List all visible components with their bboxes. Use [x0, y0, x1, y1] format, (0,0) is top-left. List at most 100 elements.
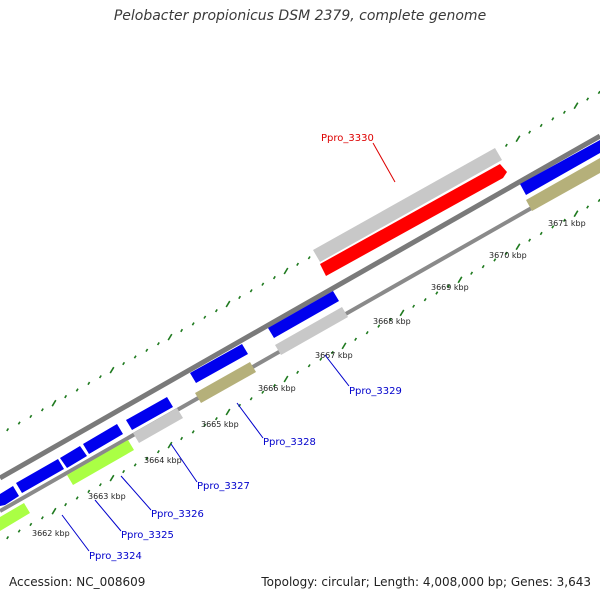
scale-tick: [6, 535, 10, 540]
scale-tick: [225, 408, 231, 416]
gene-gray-bar[interactable]: [133, 408, 183, 443]
outer-tick-row: [6, 90, 600, 432]
scale-tick: [515, 243, 521, 251]
gene-lime-bar[interactable]: [67, 440, 134, 485]
gene-blue-arrow[interactable]: [60, 446, 87, 468]
gene-blue-arrow[interactable]: [0, 486, 19, 506]
gene-label[interactable]: Ppro_3326: [151, 509, 204, 520]
scale-tick: [29, 414, 33, 419]
kbp-label: 3671 kbp: [548, 219, 586, 228]
scale-tick: [51, 399, 57, 407]
gene-blue-arrow[interactable]: [268, 291, 339, 338]
scale-tick: [98, 375, 102, 379]
scale-tick: [145, 456, 149, 461]
gene-label-leader: [170, 443, 198, 483]
gene-blue-arrow[interactable]: [190, 344, 248, 383]
map-title: Pelobacter propionicus DSM 2379, complet…: [113, 8, 487, 24]
scale-tick: [261, 390, 265, 394]
gene-label-leader: [94, 499, 122, 532]
gene-lime-bar[interactable]: [0, 503, 30, 531]
scale-tick: [504, 251, 508, 256]
scale-tick: [17, 421, 21, 425]
scale-tick: [272, 383, 276, 388]
gene-label[interactable]: Ppro_3328: [263, 437, 316, 448]
gene-blue-arrow[interactable]: [16, 459, 64, 493]
scale-tick: [504, 143, 508, 148]
gene-label[interactable]: Ppro_3329: [349, 386, 402, 397]
scale-tick: [307, 364, 311, 368]
scale-tick: [225, 300, 231, 308]
scale-tick: [481, 264, 485, 269]
genome-summary-text: Topology: circular; Length: 4,008,000 bp…: [261, 575, 591, 589]
scale-tick: [203, 315, 207, 319]
scale-tick: [167, 333, 173, 341]
kbp-label: 3664 kbp: [144, 456, 182, 465]
scale-tick: [296, 370, 300, 375]
gene-label[interactable]: Ppro_3327: [197, 481, 250, 492]
gene-red-arrow-highlighted[interactable]: [320, 164, 507, 276]
scale-tick: [562, 218, 566, 223]
scale-tick: [203, 423, 207, 427]
scale-tick: [167, 441, 173, 449]
gene-label-highlighted[interactable]: Ppro_3330: [321, 133, 374, 144]
kbp-label: 3669 kbp: [431, 283, 469, 292]
scale-tick: [191, 322, 195, 326]
gene-olive-bar[interactable]: [195, 362, 256, 403]
scale-tick: [573, 102, 579, 110]
gene-label[interactable]: Ppro_3325: [121, 530, 174, 541]
scale-tick: [412, 304, 416, 308]
scale-tick: [122, 469, 126, 474]
scale-tick: [29, 522, 33, 527]
scale-tick: [319, 357, 323, 361]
scale-tick: [109, 474, 115, 482]
gene-gray-bar[interactable]: [313, 148, 502, 262]
kbp-label: 3668 kbp: [373, 317, 411, 326]
scale-tick: [87, 489, 91, 494]
scale-tick: [388, 317, 392, 322]
backbone-outer-line: [0, 133, 600, 481]
gene-label[interactable]: Ppro_3324: [89, 551, 142, 562]
scale-tick: [515, 135, 521, 143]
gene-olive-bar[interactable]: [526, 158, 600, 211]
scale-tick: [6, 427, 10, 432]
scale-tick: [133, 355, 137, 359]
scale-tick: [586, 205, 590, 209]
kbp-label: 3663 kbp: [88, 492, 126, 501]
gene-blue-arrow[interactable]: [126, 397, 173, 430]
scale-tick: [249, 397, 253, 401]
scale-tick: [75, 388, 79, 392]
scale-tick: [365, 330, 369, 335]
scale-tick: [261, 282, 265, 286]
scale-tick: [51, 507, 57, 515]
gene-blue-arrow[interactable]: [520, 140, 600, 195]
scale-tick: [180, 436, 184, 441]
scale-tick: [539, 231, 543, 236]
gene-gray-bar[interactable]: [275, 307, 348, 355]
scale-tick: [457, 276, 463, 284]
scale-tick: [133, 463, 137, 467]
scale-tick: [249, 289, 253, 293]
scale-tick: [296, 262, 300, 267]
kbp-label: 3670 kbp: [489, 251, 527, 260]
scale-tick: [40, 408, 44, 412]
scale-tick: [470, 271, 474, 275]
scale-tick: [551, 225, 555, 229]
gene-blue-arrow[interactable]: [83, 424, 123, 454]
scale-tick: [156, 449, 160, 454]
accession-text: Accession: NC_008609: [9, 575, 146, 589]
scale-tick: [87, 381, 91, 386]
gene-label-leader: [120, 475, 152, 511]
kbp-label: 3666 kbp: [258, 384, 296, 393]
scale-tick: [493, 258, 497, 262]
scale-tick: [109, 366, 115, 374]
scale-tick: [446, 284, 450, 289]
scale-tick: [377, 324, 381, 328]
scale-tick: [341, 342, 347, 350]
scale-tick: [283, 267, 289, 275]
gene-label-leader-red: [372, 142, 396, 183]
scale-tick: [238, 295, 242, 300]
scale-tick: [214, 416, 218, 421]
scale-tick: [551, 117, 555, 121]
scale-tick: [64, 502, 68, 507]
scale-tick: [307, 256, 311, 260]
